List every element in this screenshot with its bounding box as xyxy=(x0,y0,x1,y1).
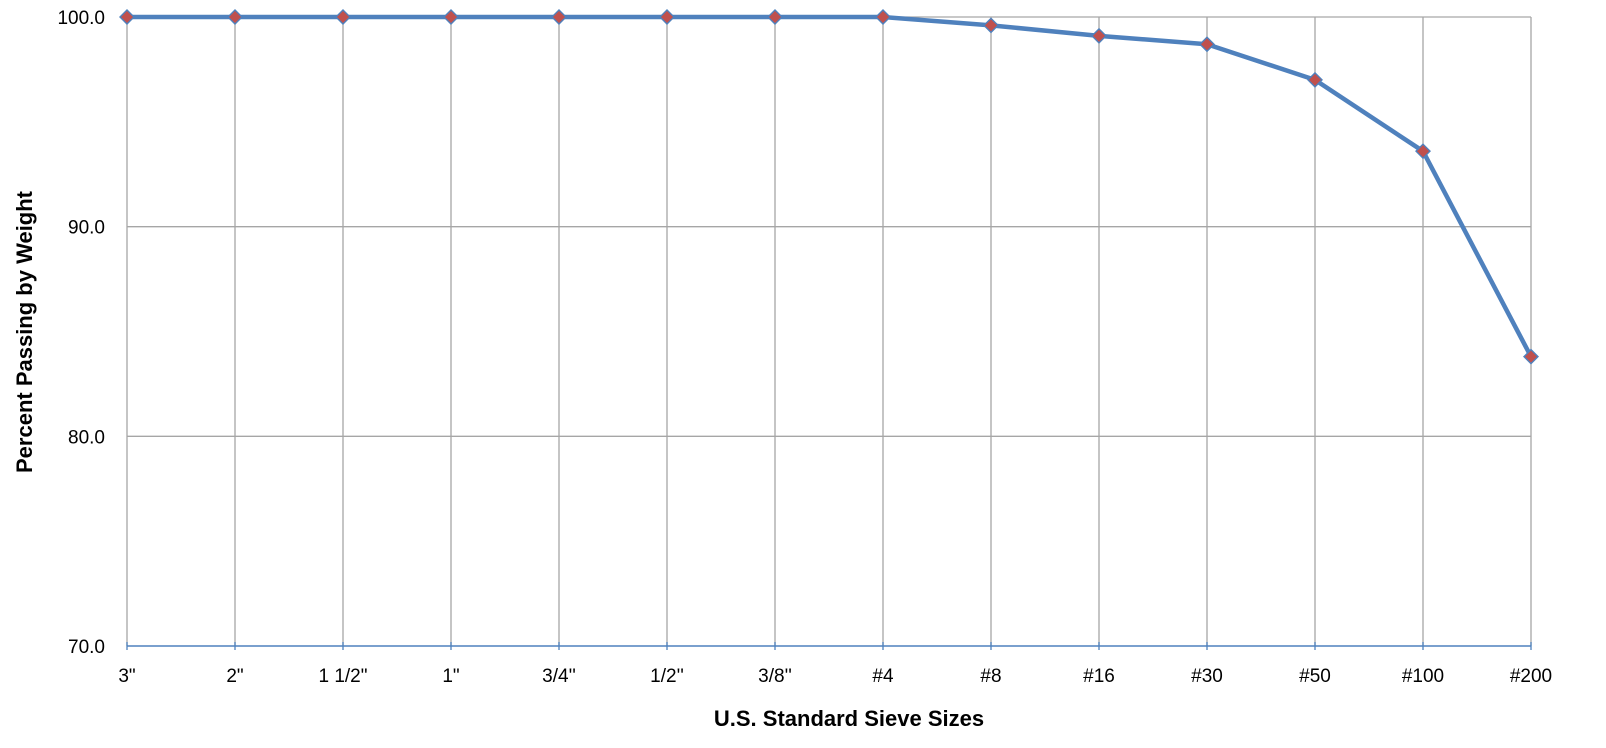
data-point-marker xyxy=(551,9,567,25)
data-point-marker xyxy=(659,9,675,25)
x-tick-label: #8 xyxy=(980,666,1001,687)
x-tick-label: #30 xyxy=(1191,666,1223,687)
x-tick-label: #100 xyxy=(1402,666,1444,687)
data-point-marker xyxy=(1199,36,1215,53)
x-tick-label: 3/4'' xyxy=(542,666,576,687)
x-tick-label: 1" xyxy=(442,666,459,687)
data-point-marker xyxy=(227,9,243,25)
data-point-marker xyxy=(119,9,135,25)
x-tick-labels: 3" 2" 1 1/2" 1" 3/4'' 1/2'' 3/8'' #4 #8 #16 #30 #50… xyxy=(118,666,1552,687)
grid xyxy=(126,16,1532,646)
x-tick-label: 1/2'' xyxy=(650,666,684,687)
series xyxy=(119,9,1539,365)
x-tick-label: 2" xyxy=(226,666,243,687)
y-tick-label: 90.0 xyxy=(68,218,105,239)
y-tick-labels: 100.0 90.0 80.0 70.0 xyxy=(57,8,105,658)
data-point-marker xyxy=(443,9,459,25)
data-point-marker xyxy=(335,9,351,25)
y-axis-title: Percent Passing by Weight xyxy=(12,190,37,473)
x-tick-label: #16 xyxy=(1083,666,1115,687)
data-point-marker xyxy=(1307,71,1323,88)
y-tick-label: 100.0 xyxy=(57,8,105,29)
x-tick-label: 3/8'' xyxy=(758,666,792,687)
data-point-marker xyxy=(983,17,999,34)
x-tick-label: #50 xyxy=(1299,666,1331,687)
data-point-marker xyxy=(1091,27,1107,44)
series-line xyxy=(127,14,1533,358)
data-point-marker xyxy=(767,9,783,25)
x-tick-label: #200 xyxy=(1510,666,1552,687)
y-tick-label: 70.0 xyxy=(68,637,105,658)
data-point-marker xyxy=(875,9,891,25)
data-point-marker xyxy=(1415,143,1431,160)
x-tick-label: 1 1/2" xyxy=(318,666,367,687)
x-tick-label: #4 xyxy=(872,666,894,687)
axes xyxy=(126,642,1532,650)
data-point-marker xyxy=(1523,348,1539,365)
x-tick-label: 3" xyxy=(118,666,135,687)
x-axis-title: U.S. Standard Sieve Sizes xyxy=(714,706,984,731)
y-tick-label: 80.0 xyxy=(68,427,105,448)
